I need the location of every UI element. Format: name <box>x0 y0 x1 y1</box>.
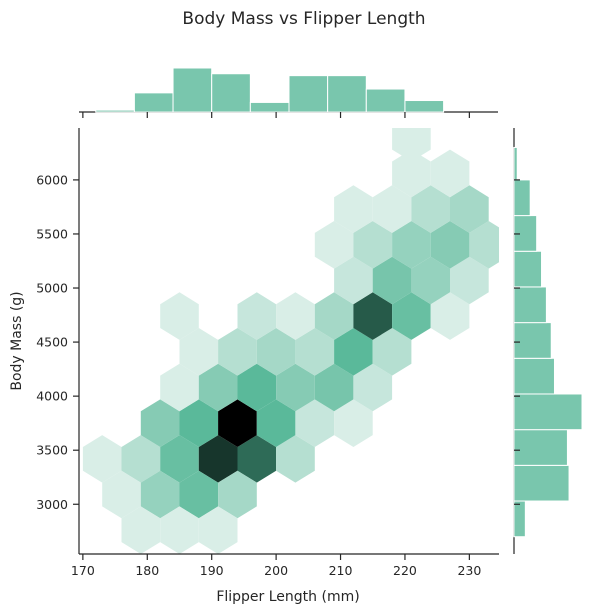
hexbin-cell <box>430 149 470 198</box>
y-axis-ticks: 3000 3500 4000 4500 5000 5500 6000 <box>36 172 79 512</box>
hexbin-cell <box>450 256 489 305</box>
x-tick-label: 230 <box>457 563 481 578</box>
top-histogram-bar <box>365 88 406 113</box>
right-histogram-bar <box>513 357 555 395</box>
top-histogram-bar <box>288 75 329 113</box>
hexbin-cell <box>430 292 470 340</box>
y-tick-label: 4000 <box>36 389 68 404</box>
top-marginal-histogram <box>79 67 498 118</box>
hexbin-cell <box>160 292 199 340</box>
hexbin-cell <box>276 435 315 483</box>
hexbin-cell <box>179 470 219 519</box>
hexbin-cell <box>237 435 277 483</box>
right-histogram-bar <box>513 393 583 431</box>
right-marginal-histogram <box>513 128 583 554</box>
right-histogram-bar <box>513 179 531 217</box>
y-axis-label: Body Mass (g) <box>9 291 25 390</box>
x-axis-ticks: 170 180 190 200 210 220 230 <box>71 554 481 578</box>
hexbin-cell <box>314 221 354 269</box>
top-histogram-bar <box>211 73 251 113</box>
right-histogram-bar <box>513 146 518 181</box>
y-tick-label: 5000 <box>36 281 68 296</box>
top-histogram-bar <box>95 109 135 113</box>
hexbin-cell <box>353 363 393 412</box>
hexbin-cell <box>372 185 412 233</box>
top-histogram-bar <box>404 100 445 113</box>
hexbin-cell <box>392 292 431 340</box>
hexbin-cell <box>102 470 141 519</box>
hexbin-cell <box>372 256 412 305</box>
hexbin-cell <box>160 435 199 483</box>
x-tick-label: 190 <box>200 563 224 578</box>
hexbin-cell <box>256 328 296 376</box>
hexbin-cell <box>314 363 354 412</box>
hexbin-cell <box>140 399 180 447</box>
hexbin-cell <box>353 221 393 269</box>
hexbin-cell <box>334 328 373 376</box>
x-tick-label: 170 <box>71 563 95 578</box>
hexbin-cell <box>334 399 373 447</box>
x-tick-label: 200 <box>264 563 288 578</box>
chart-title: Body Mass vs Flipper Length <box>182 9 425 29</box>
x-tick-label: 180 <box>135 563 159 578</box>
hexbin-cell <box>450 185 489 233</box>
x-tick-label: 210 <box>329 563 353 578</box>
hexbin-cell <box>372 328 412 376</box>
hexbin-cell <box>179 399 219 447</box>
hexbin-cell <box>334 185 373 233</box>
y-tick-label: 6000 <box>36 172 68 187</box>
hexbin-cell <box>469 221 499 269</box>
hexbin-cell <box>276 363 315 412</box>
hexbin-cells <box>82 128 499 554</box>
hexbin-cell <box>353 292 393 340</box>
right-histogram-bar <box>513 286 547 324</box>
x-axis-label: Flipper Length (mm) <box>216 589 359 605</box>
hexbin-cell <box>295 399 335 447</box>
y-tick-label: 3000 <box>36 497 68 512</box>
hexbin-cell <box>198 506 238 554</box>
hexbin-cell <box>392 149 431 198</box>
y-tick-label: 5500 <box>36 226 68 241</box>
right-histogram-bar <box>513 464 570 502</box>
hexbin-cell <box>411 185 450 233</box>
hexbin-cell <box>392 128 431 162</box>
hexbin-cell <box>140 470 180 519</box>
right-histogram-bar <box>513 250 543 288</box>
top-histogram-bar <box>172 67 213 113</box>
top-histogram-bar <box>327 75 367 113</box>
hexbin-cell <box>160 363 199 412</box>
hexbin-cell <box>411 256 450 305</box>
hexbin-cell <box>198 363 238 412</box>
hexbin-cell <box>121 435 161 483</box>
top-histogram-bar <box>133 92 174 113</box>
right-histogram-bar <box>513 500 526 538</box>
hexbin-plot: 170 180 190 200 210 220 230 3000 3500 4000 4500 50… <box>36 128 499 578</box>
hexbin-cell <box>198 435 238 483</box>
hexbin-cell <box>256 399 296 447</box>
hexbin-cell <box>218 328 257 376</box>
right-histogram-bar <box>513 429 568 466</box>
hexbin-cell <box>295 328 335 376</box>
hexbin-cell <box>334 256 373 305</box>
hexbin-cell <box>179 328 219 376</box>
hexbin-cell <box>121 506 161 554</box>
hexbin-cell <box>276 292 315 340</box>
hexbin-cell <box>430 221 470 269</box>
hexbin-cell <box>237 292 277 340</box>
top-histogram-bar <box>249 101 290 113</box>
hexbin-cell <box>82 435 122 483</box>
hexbin-cell <box>314 292 354 340</box>
y-tick-label: 3500 <box>36 443 68 458</box>
hexbin-cell <box>392 221 431 269</box>
hexbin-cell <box>218 399 257 447</box>
hexbin-cell <box>237 363 277 412</box>
hexbin-cell <box>218 470 257 519</box>
hexbin-cell <box>160 506 199 554</box>
x-tick-label: 220 <box>393 563 417 578</box>
right-histogram-bar <box>513 322 552 359</box>
y-tick-label: 4500 <box>36 335 68 350</box>
